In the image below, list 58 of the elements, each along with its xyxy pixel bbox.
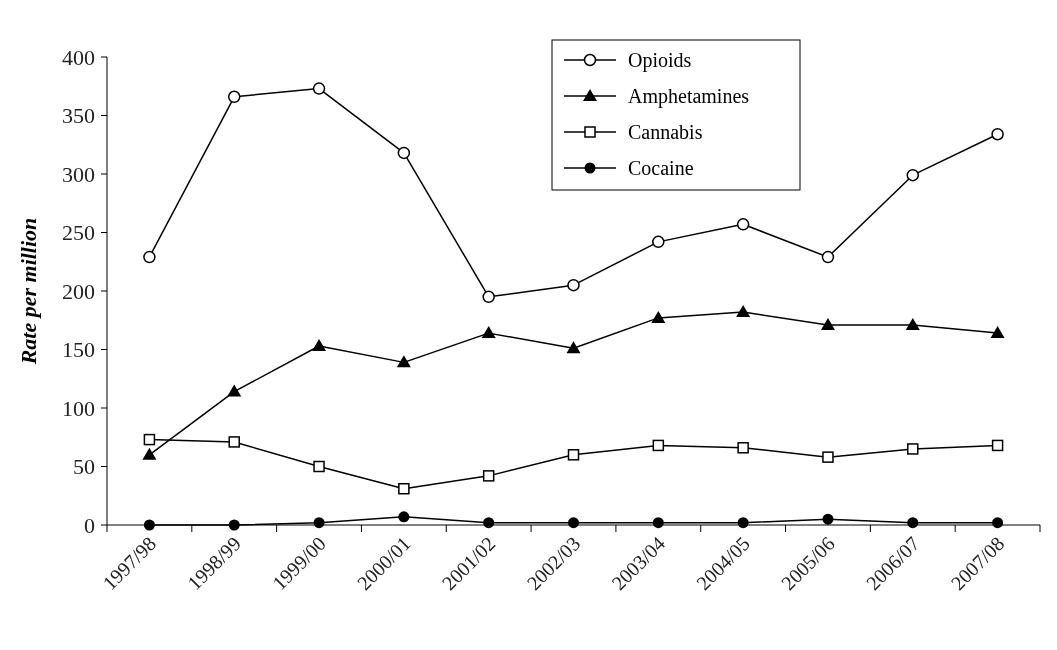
point <box>481 326 496 339</box>
point <box>907 517 919 529</box>
point <box>652 517 664 529</box>
point <box>398 482 410 495</box>
y-axis-title: Rate per million <box>16 217 41 366</box>
point <box>483 517 495 529</box>
y-tick-label: 100 <box>62 395 95 421</box>
point <box>992 517 1004 529</box>
point <box>905 317 920 330</box>
y-tick-label: 150 <box>62 337 95 363</box>
point <box>398 511 410 523</box>
point <box>652 439 665 452</box>
point <box>228 436 240 448</box>
y-tick-label: 200 <box>62 278 95 304</box>
legend-label: Amphetamines <box>628 85 750 108</box>
y-tick-label: 0 <box>84 512 95 538</box>
point <box>396 355 411 368</box>
point <box>143 250 156 264</box>
point <box>906 168 920 182</box>
point <box>822 513 834 525</box>
y-tick-label: 400 <box>62 44 95 70</box>
point <box>991 127 1004 141</box>
point <box>736 218 750 231</box>
point <box>568 517 579 529</box>
y-tick-label: 300 <box>62 161 95 187</box>
y-tick-label: 250 <box>62 220 95 246</box>
point <box>312 338 327 351</box>
point <box>907 443 919 455</box>
point <box>143 433 156 446</box>
point <box>566 341 581 354</box>
point <box>737 517 749 529</box>
y-tick-label: 50 <box>73 454 95 480</box>
point <box>227 384 242 397</box>
point <box>142 447 157 460</box>
point <box>820 317 835 330</box>
point <box>227 90 241 104</box>
point <box>991 439 1004 452</box>
point <box>652 235 665 249</box>
point <box>482 290 495 304</box>
point <box>567 449 580 461</box>
legend-label: Opioids <box>628 49 692 72</box>
legend-label: Cannabis <box>628 121 703 143</box>
legend-label: Cocaine <box>628 157 694 179</box>
point <box>312 82 326 95</box>
point <box>482 470 495 482</box>
point <box>313 517 325 529</box>
point <box>737 442 749 454</box>
point <box>651 310 666 323</box>
point <box>821 250 835 264</box>
point <box>567 278 580 292</box>
point <box>313 460 325 473</box>
y-tick-label: 350 <box>62 103 95 129</box>
point <box>143 519 155 531</box>
point <box>397 146 411 160</box>
point <box>228 519 240 531</box>
point <box>990 326 1005 339</box>
point <box>822 451 834 463</box>
point <box>736 305 751 318</box>
